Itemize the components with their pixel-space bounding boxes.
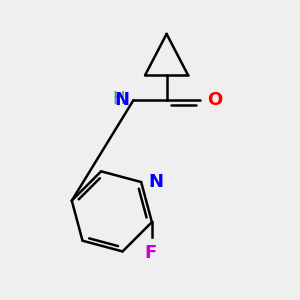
Text: H: H	[112, 90, 125, 108]
Text: O: O	[207, 91, 222, 109]
Text: F: F	[144, 244, 156, 262]
Text: N: N	[114, 91, 129, 109]
Text: N: N	[148, 173, 164, 191]
